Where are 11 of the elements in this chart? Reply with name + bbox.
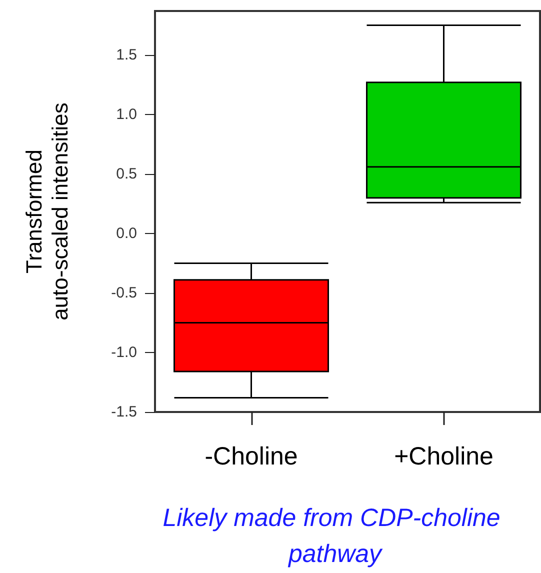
y-tick-label: -1.5 <box>111 404 137 420</box>
y-tick-label: 0.0 <box>116 225 137 242</box>
y-tick-label: 0.5 <box>116 166 137 183</box>
y-tick-label: 1.0 <box>116 106 137 124</box>
x-tick-label: +Choline <box>394 442 494 470</box>
y-tick-label: -0.5 <box>111 284 137 302</box>
y-tick-label: 1.5 <box>116 46 137 64</box>
y-axis-title: Transformed auto-scaled intensities <box>22 102 72 320</box>
y-tick-label: -1.0 <box>111 344 137 362</box>
x-tick-label: -Choline <box>204 442 298 470</box>
text: Likely made from CDP-choline pathway <box>162 504 508 568</box>
